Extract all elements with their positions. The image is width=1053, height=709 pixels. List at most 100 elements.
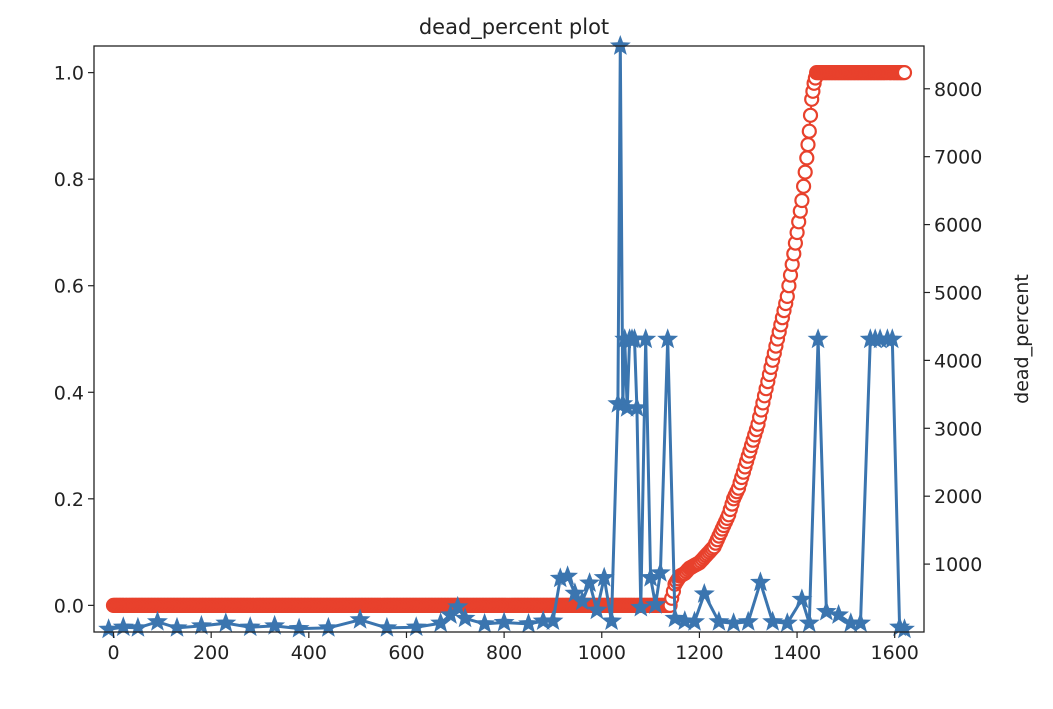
data-point (616, 396, 638, 417)
y2-tick-label: 3000 (934, 418, 982, 440)
x-tick-label: 1000 (578, 642, 626, 664)
data-point (664, 607, 686, 628)
data-point (454, 607, 476, 628)
data-point (626, 396, 648, 417)
data-point (795, 178, 812, 194)
data-point (166, 616, 188, 637)
data-point (571, 590, 593, 611)
y-axis-left: 0.0 0.2 0.4 0.6 0.8 1.0 (54, 63, 94, 617)
series-1 (98, 35, 915, 639)
data-point (850, 612, 871, 633)
data-point (239, 616, 261, 637)
y-tick-label: 0.8 (54, 169, 84, 191)
data-point (635, 328, 657, 349)
data-point (518, 612, 539, 633)
series-0 (105, 64, 913, 614)
data-point (376, 616, 398, 637)
data-point (649, 561, 671, 582)
data-point (684, 610, 705, 631)
x-tick-label: 1600 (871, 642, 919, 664)
data-point (440, 604, 461, 624)
y2-tick-label: 8000 (934, 79, 982, 101)
plot-frame (93, 45, 925, 633)
data-point (191, 614, 212, 635)
data-point (657, 328, 679, 349)
data-point (640, 566, 661, 587)
data-point (800, 137, 816, 153)
data-point (147, 610, 168, 631)
data-point (723, 612, 744, 633)
data-point (797, 164, 813, 180)
data-point (549, 567, 571, 588)
data-point (828, 604, 849, 624)
y-tick-label: 0.4 (54, 382, 84, 404)
x-tick-label: 1200 (675, 642, 723, 664)
y-axis-right: 1000 2000 3000 4000 5000 6000 7000 8000 (924, 79, 982, 576)
data-point (791, 588, 813, 609)
y2-tick-label: 2000 (934, 486, 982, 508)
data-point (542, 610, 564, 630)
data-point (288, 617, 310, 638)
data-point (776, 612, 798, 633)
data-point (579, 572, 600, 592)
data-point (112, 616, 134, 637)
data-point (601, 610, 622, 630)
x-axis: 0 200 400 600 800 1000 1200 1400 1600 (107, 632, 919, 664)
data-point (593, 566, 615, 587)
data-point (624, 328, 645, 349)
data-point (840, 612, 862, 633)
data-point (493, 611, 515, 632)
x-tick-label: 200 (193, 642, 229, 664)
data-point (881, 328, 903, 349)
data-point (98, 618, 120, 639)
data-point (798, 612, 820, 633)
data-point (264, 614, 286, 635)
data-point (630, 596, 652, 617)
y2-tick-label: 6000 (934, 215, 982, 237)
x-tick-label: 400 (291, 642, 327, 664)
data-point (532, 610, 554, 630)
y-tick-label: 0.6 (54, 276, 84, 298)
data-point (737, 610, 759, 631)
data-point (349, 608, 371, 629)
data-point (750, 571, 771, 592)
data-point (215, 612, 237, 633)
data-point (693, 583, 715, 603)
y-tick-label: 1.0 (54, 63, 84, 85)
data-point (474, 612, 495, 633)
data-point (557, 565, 578, 586)
data-point (127, 616, 149, 637)
y2-tick-label: 5000 (934, 282, 982, 304)
data-point (447, 595, 469, 616)
y2-axis-label: dead_percent (1011, 274, 1033, 404)
data-point (674, 610, 696, 630)
data-point (794, 192, 810, 209)
plot-area (98, 35, 915, 639)
data-point (708, 610, 730, 631)
data-point (430, 612, 452, 633)
x-tick-label: 600 (388, 642, 424, 664)
y2-tick-label: 7000 (934, 147, 982, 169)
y2-tick-label: 4000 (934, 350, 982, 372)
y-tick-label: 0.0 (54, 595, 84, 617)
chart-title: dead_percent plot (419, 15, 609, 40)
y2-tick-label: 1000 (934, 554, 982, 576)
data-point (802, 107, 819, 123)
data-point (762, 610, 784, 631)
data-point (815, 600, 837, 621)
data-point (645, 593, 666, 614)
data-point (612, 392, 634, 413)
x-tick-label: 0 (107, 642, 119, 664)
data-point (564, 582, 586, 603)
data-point (586, 599, 608, 620)
data-point (807, 328, 829, 349)
series-line (113, 71, 905, 607)
x-tick-label: 800 (486, 642, 522, 664)
y-tick-label: 0.2 (54, 489, 84, 511)
data-point (609, 35, 631, 55)
series-line (108, 45, 906, 631)
data-point (405, 616, 427, 637)
data-point (317, 616, 339, 637)
data-point (894, 618, 915, 639)
